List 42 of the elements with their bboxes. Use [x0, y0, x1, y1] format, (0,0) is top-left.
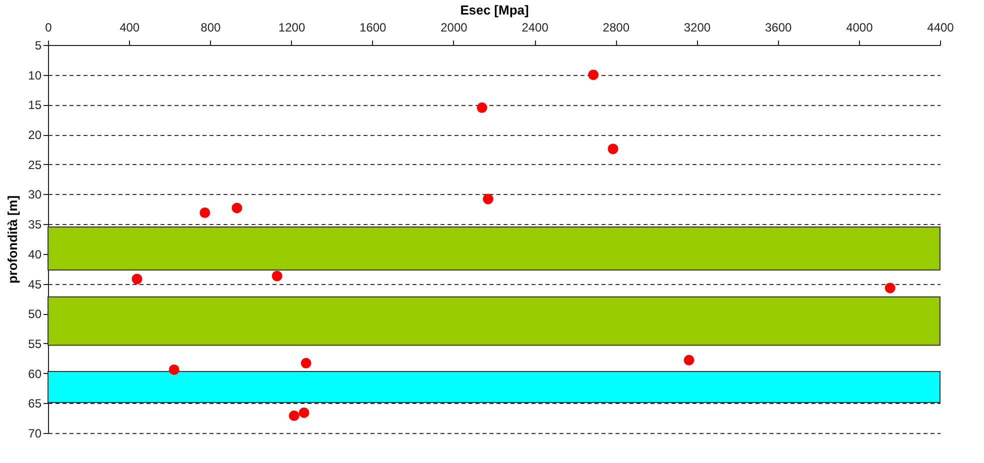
x-tick-label: 2000 [440, 20, 468, 34]
y-tick-label: 35 [28, 218, 42, 232]
y-tick-label: 45 [28, 277, 42, 292]
x-tick-label: 2800 [602, 20, 630, 34]
y-tick-label: 5 [34, 38, 42, 52]
point [288, 410, 300, 421]
y-tick-label: 70 [28, 426, 42, 440]
x-tick-label: 4400 [927, 20, 954, 34]
y-tick-label: 50 [28, 307, 42, 322]
point [132, 274, 142, 284]
point [232, 202, 242, 214]
point [608, 144, 618, 154]
x-tick-label: 3200 [684, 20, 711, 34]
x-tick-label: 1600 [360, 20, 387, 34]
x-tick-label: 4000 [846, 20, 874, 34]
y-tick-label: 30 [28, 188, 42, 202]
x-tick-label: 800 [200, 20, 222, 34]
x-tick-label: 400 [120, 20, 140, 34]
y-tick-label: 40 [28, 247, 42, 262]
x-tick-label: 3600 [764, 20, 792, 34]
y-tick-label: 15 [28, 98, 42, 112]
y-tick-label: 25 [28, 158, 42, 172]
point [884, 282, 896, 294]
point [482, 194, 494, 204]
point [298, 407, 310, 418]
y-tick-label: 55 [28, 336, 42, 351]
point [200, 208, 210, 218]
x-tick-label: 1200 [278, 20, 306, 34]
point [684, 354, 694, 366]
y-axis-title: profondità [m] [5, 195, 20, 284]
y-tick-label: 20 [28, 128, 42, 142]
x-axis-title: Esec [Mpa] [460, 2, 529, 18]
x-tick-label: 2400 [522, 20, 549, 34]
y-tick-label: 60 [28, 366, 42, 381]
point [300, 358, 312, 368]
point [476, 102, 488, 113]
point [272, 270, 282, 282]
point [588, 70, 599, 80]
x-tick-label: 0 [45, 20, 52, 34]
y-tick-label: 65 [28, 396, 42, 411]
point [168, 364, 180, 375]
y-tick-label: 10 [28, 68, 42, 82]
